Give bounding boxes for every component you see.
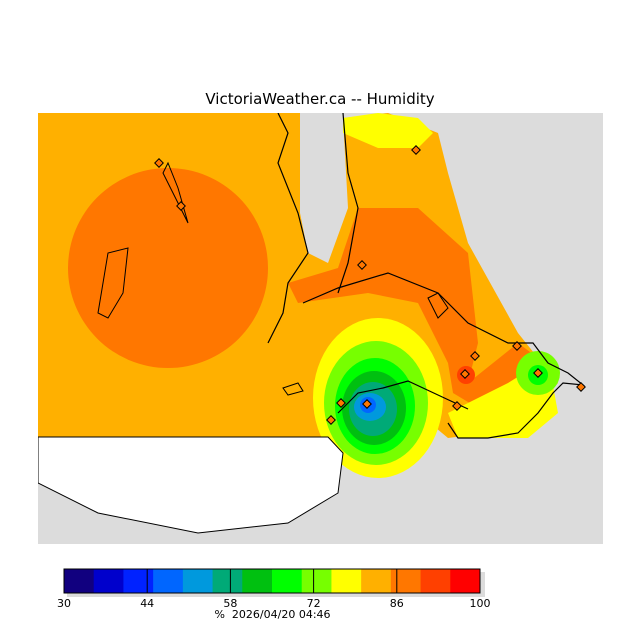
station-marker[interactable] <box>411 145 421 155</box>
colorbar <box>63 568 485 597</box>
timestamp: 2026/04/20 04:46 <box>231 608 331 621</box>
island <box>282 382 304 396</box>
colorbar-tick-label: 58 <box>223 597 238 610</box>
colorbar-tick-label: 100 <box>469 597 491 610</box>
island <box>427 292 449 319</box>
station-marker[interactable] <box>470 351 480 361</box>
station-marker[interactable] <box>460 369 470 379</box>
humidity-field-86-west <box>68 168 268 368</box>
colorbar-tick-label: 30 <box>57 597 71 610</box>
weather-stations <box>154 145 586 425</box>
colorbar-segment <box>361 569 392 593</box>
colorbar-segment <box>390 569 422 593</box>
colorbar-segment <box>93 569 124 593</box>
colorbar-segment <box>64 569 95 593</box>
colorbar-segment <box>182 569 214 593</box>
station-marker[interactable] <box>576 382 586 392</box>
colorbar-segment <box>123 569 154 593</box>
colorbar-segment <box>153 569 184 593</box>
humidity-map <box>38 113 603 544</box>
colorbar-segment <box>331 569 362 593</box>
unit-label: % <box>214 608 225 621</box>
colorbar-tick-label: 44 <box>140 597 155 610</box>
colorbar-segment <box>450 569 481 593</box>
station-marker[interactable] <box>362 399 372 409</box>
washington-land <box>38 436 344 534</box>
coastline <box>267 113 585 439</box>
station-marker[interactable] <box>452 401 462 411</box>
humidity-field-86-east <box>288 208 538 408</box>
station-marker[interactable] <box>154 158 164 168</box>
colorbar-segment <box>272 569 303 593</box>
station-marker[interactable] <box>326 415 336 425</box>
colorbar-segment <box>301 569 332 593</box>
station-marker[interactable] <box>533 368 543 378</box>
station-marker[interactable] <box>176 201 186 211</box>
island <box>97 247 129 319</box>
colorbar-caption: % 2026/04/20 04:46 <box>0 608 545 621</box>
colorbar-tick-label: 86 <box>389 597 404 610</box>
north-peninsula-yellow <box>343 113 433 148</box>
map-title: VictoriaWeather.ca -- Humidity <box>205 90 435 108</box>
station-marker[interactable] <box>336 398 346 408</box>
colorbar-segment <box>420 569 451 593</box>
station-marker[interactable] <box>512 341 522 351</box>
colorbar-frame <box>63 568 481 594</box>
colorbar-segment <box>212 569 243 593</box>
colorbar-segment <box>242 569 273 593</box>
colorbar-tick-label: 72 <box>306 597 321 610</box>
station-marker[interactable] <box>357 260 367 270</box>
